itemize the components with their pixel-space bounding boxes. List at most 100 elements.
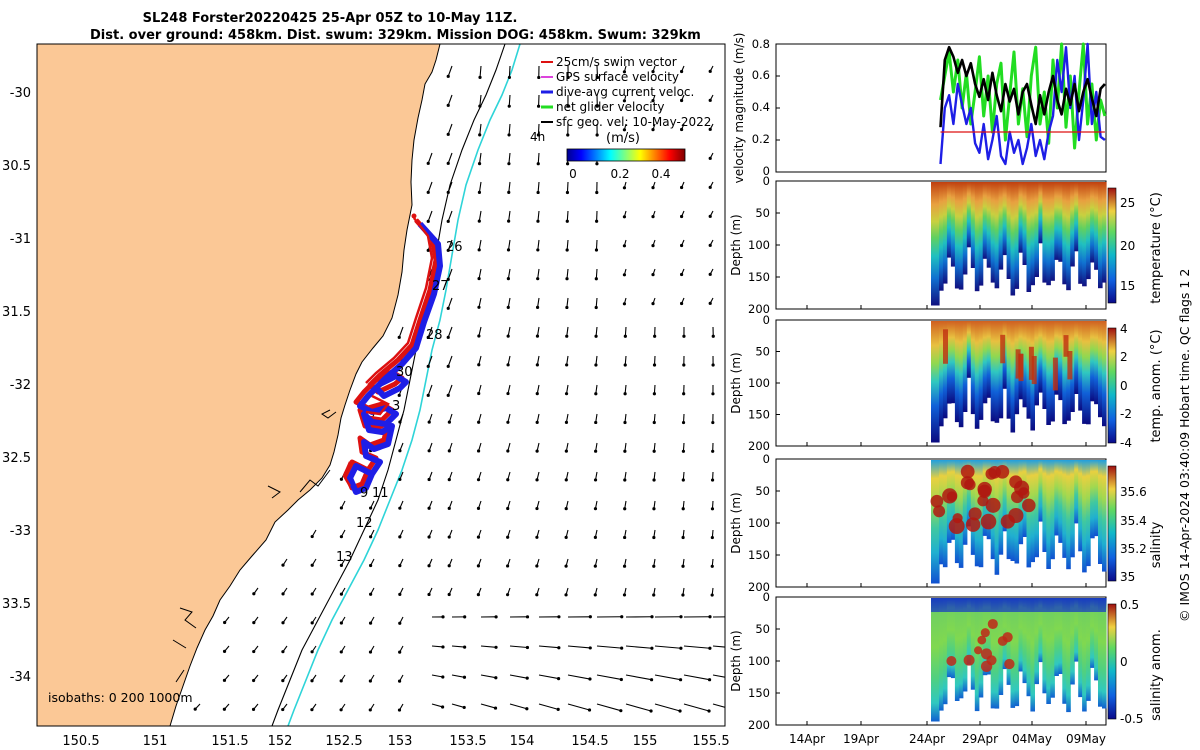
vector-arrow: [447, 355, 453, 367]
lon-tick: 150.5: [62, 734, 99, 749]
vector-arrow-head: [622, 302, 627, 306]
profile-column: [1082, 321, 1087, 424]
vector-arrow-head: [564, 507, 568, 511]
vector-arrow-head: [622, 99, 627, 103]
vector-arrow-head: [619, 677, 623, 682]
salinity-anom-blob: [974, 646, 983, 655]
time-tick: 04May: [1012, 732, 1052, 746]
salinity-anom-blob: [997, 636, 1008, 646]
vector-arrow-head: [707, 678, 712, 682]
section-panel-sal: 0 50 100 150 200 Depth (m): [729, 452, 1107, 594]
profile-column: [954, 460, 960, 564]
depth-tick-label: 150: [748, 686, 770, 700]
profile-column: [966, 321, 972, 378]
vector-arrow-head: [535, 506, 539, 511]
warm-anom-streak: [943, 329, 948, 364]
profile-column: [962, 321, 968, 412]
profile-column: [942, 460, 948, 568]
vector-arrow-head: [222, 707, 226, 711]
vector-arrow-head: [397, 708, 402, 712]
vector-arrow-head: [651, 244, 655, 248]
vector-arrow-head: [525, 707, 529, 711]
vector-arrow: [451, 674, 465, 678]
lat-tick: 30.5: [2, 159, 31, 174]
vector-arrow-head: [651, 302, 655, 306]
vector-arrow-head: [594, 449, 598, 453]
vector-arrow: [507, 268, 511, 279]
lon-tick: 151.5: [211, 734, 248, 749]
vector-arrow-head: [426, 248, 430, 252]
vector-arrow-head: [652, 564, 656, 568]
sal-colorbar: [1107, 465, 1117, 582]
profile-column: [994, 182, 1000, 289]
vector-arrow-head: [506, 449, 510, 453]
vector-arrow: [427, 384, 433, 396]
vector-arrow: [478, 239, 482, 250]
profile-column: [935, 182, 940, 306]
cbar-tick: 20: [1120, 239, 1135, 253]
profile-column: [946, 598, 952, 678]
lat-tick: -33: [10, 524, 31, 539]
legend-label: 25cm/s swim vector: [556, 55, 677, 69]
time-axis: 14Apr 19Apr 24Apr 29Apr 04May 09May: [789, 732, 1106, 746]
depth-tick-label: 150: [748, 270, 770, 284]
profile-column: [1098, 460, 1103, 564]
profile-column: [1050, 182, 1055, 281]
map-legend: 25cm/s swim vector GPS surface velocity …: [530, 55, 711, 181]
profile-column: [1022, 598, 1028, 684]
vector-arrow-head: [310, 621, 314, 625]
profile-column: [939, 321, 944, 427]
vector-arrow-head: [593, 535, 597, 540]
depth-tick-label: 200: [748, 439, 770, 453]
vector-arrow-head: [397, 335, 401, 339]
day-label: 28: [426, 328, 443, 343]
warm-anom-streak: [1000, 334, 1006, 364]
vector-arrow-head: [708, 646, 712, 650]
profile-column: [950, 598, 956, 679]
vector-arrow-head: [564, 392, 569, 396]
vector-arrow-head: [649, 678, 654, 682]
vector-arrow-head: [494, 615, 498, 619]
vector-arrow: [427, 181, 433, 193]
vector-arrow-head: [477, 219, 481, 223]
vector-arrow: [447, 326, 453, 338]
vector-arrow-head: [595, 162, 599, 166]
vector-arrow-head: [535, 449, 539, 453]
lat-tick: -30: [10, 86, 31, 101]
vector-arrow: [595, 268, 598, 279]
vector-arrow-head: [535, 593, 539, 597]
vector-arrow-head: [310, 679, 314, 683]
legend-label: sfc geo. vel: 10-May-2022: [556, 115, 711, 129]
vector-arrow-head: [711, 334, 715, 338]
salinity-max-blob: [980, 513, 997, 530]
salinity-max-blob: [930, 494, 944, 508]
vector-arrow-head: [440, 705, 445, 709]
vector-arrow-head: [281, 650, 285, 654]
vector-arrow-head: [649, 709, 653, 713]
vector-arrow-head: [680, 243, 684, 248]
sanom-label: salinity anom.: [1149, 629, 1164, 721]
lon-tick: 151: [143, 734, 168, 749]
legend-label: net glider velocity: [556, 100, 664, 114]
vector-arrow-head: [310, 534, 314, 539]
salinity-anom-blob: [980, 628, 990, 638]
isobath-label: isobaths: 0 200 1000m: [48, 690, 193, 705]
vector-arrow-head: [557, 646, 561, 650]
vector-arrow-head: [506, 478, 510, 482]
credit-text: © IMOS 14-Apr-2024 03:40:09 Hobart time.…: [1177, 268, 1192, 622]
profile-column: [978, 321, 984, 420]
vector-arrow-head: [441, 675, 445, 679]
vector-arrow-head: [506, 506, 510, 511]
vector-arrow-head: [537, 75, 541, 80]
lon-tick: 154.5: [571, 734, 608, 749]
profile-column: [966, 460, 972, 527]
vector-arrow-head: [650, 615, 654, 619]
vector-arrow-head: [535, 363, 539, 367]
profile-column: [1034, 460, 1039, 558]
profile-column: [1010, 598, 1016, 708]
vector-arrow-head: [595, 219, 599, 223]
profile-column: [954, 182, 960, 289]
vector-arrow-head: [252, 621, 256, 625]
vector-arrow-head: [398, 592, 402, 596]
vector-arrow-head: [619, 709, 623, 713]
